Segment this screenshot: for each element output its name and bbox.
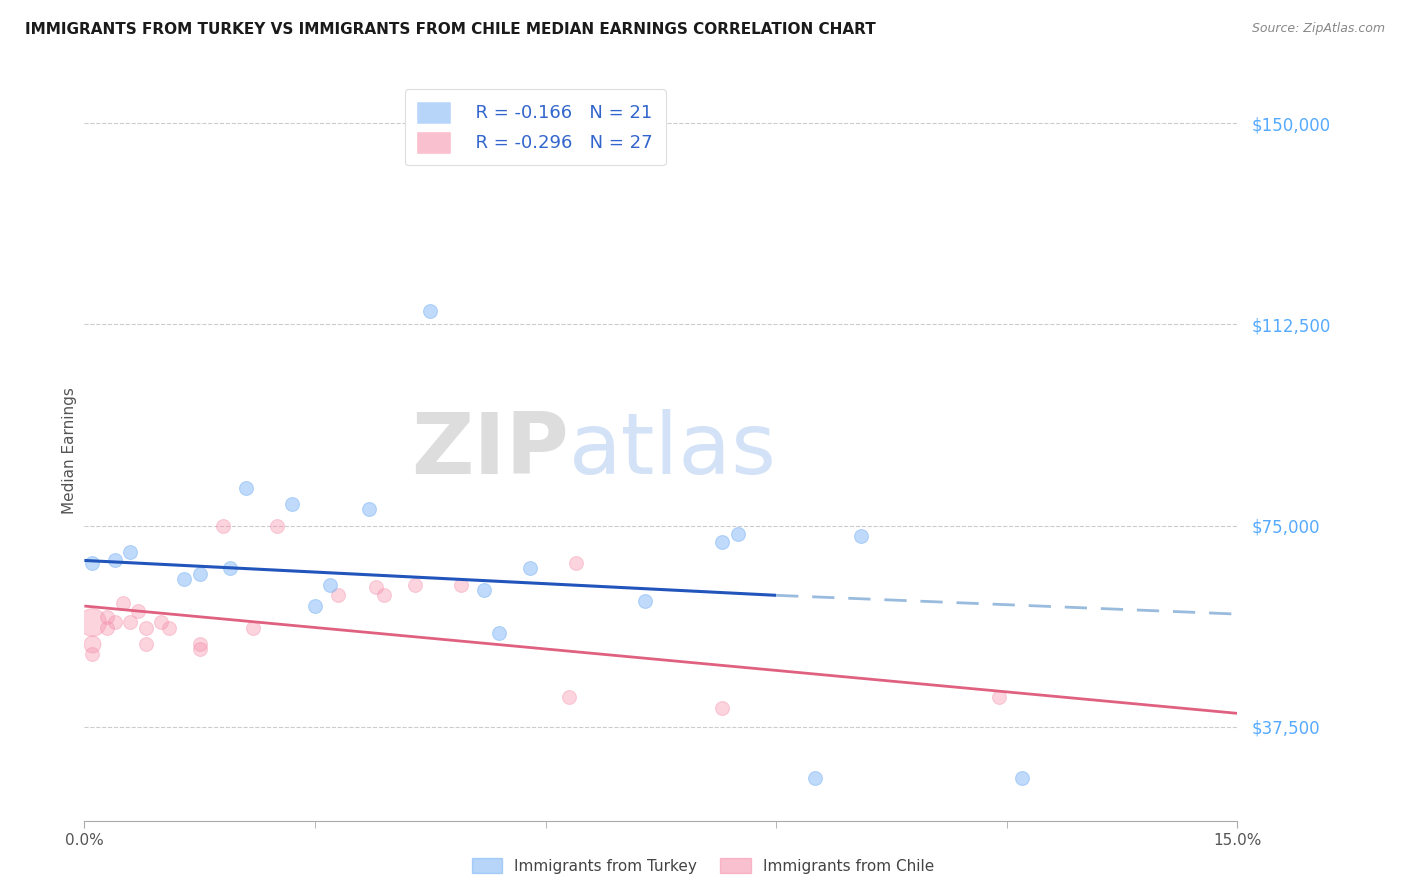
Text: atlas: atlas: [568, 409, 776, 492]
Point: [135, 620, 157, 634]
Point: [127, 604, 149, 618]
Point: [188, 642, 211, 657]
Point: [450, 577, 472, 591]
Point: [235, 481, 257, 495]
Point: [266, 518, 288, 533]
Point: [80, 637, 103, 651]
Point: [135, 637, 157, 651]
Point: [326, 588, 349, 602]
Point: [80, 648, 103, 662]
Point: [519, 561, 541, 575]
Point: [80, 556, 103, 570]
Text: ZIP: ZIP: [411, 409, 568, 492]
Point: [104, 615, 127, 629]
Point: [373, 588, 395, 602]
Point: [188, 637, 211, 651]
Point: [557, 690, 579, 705]
Point: [472, 582, 495, 597]
Point: [281, 497, 304, 511]
Point: [988, 690, 1011, 705]
Point: [173, 572, 195, 586]
Point: [727, 526, 749, 541]
Point: [157, 620, 180, 634]
Legend: Immigrants from Turkey, Immigrants from Chile: Immigrants from Turkey, Immigrants from …: [465, 852, 941, 880]
Point: [849, 529, 872, 543]
Point: [419, 304, 441, 318]
Legend:   R = -0.166   N = 21,   R = -0.296   N = 27: R = -0.166 N = 21, R = -0.296 N = 27: [405, 89, 665, 165]
Point: [120, 615, 142, 629]
Point: [488, 625, 510, 640]
Point: [111, 596, 134, 610]
Point: [711, 534, 734, 549]
Point: [404, 577, 426, 591]
Text: Source: ZipAtlas.com: Source: ZipAtlas.com: [1251, 22, 1385, 36]
Point: [96, 620, 118, 634]
Point: [120, 545, 142, 559]
Point: [319, 577, 342, 591]
Point: [304, 599, 326, 613]
Point: [96, 609, 118, 624]
Point: [80, 615, 103, 629]
Point: [366, 580, 388, 594]
Point: [803, 771, 825, 785]
Text: IMMIGRANTS FROM TURKEY VS IMMIGRANTS FROM CHILE MEDIAN EARNINGS CORRELATION CHAR: IMMIGRANTS FROM TURKEY VS IMMIGRANTS FRO…: [25, 22, 876, 37]
Point: [1011, 771, 1033, 785]
Point: [711, 701, 734, 715]
Point: [104, 553, 127, 567]
Point: [634, 593, 657, 607]
Point: [188, 566, 211, 581]
Point: [219, 561, 242, 575]
Point: [150, 615, 173, 629]
Point: [242, 620, 264, 634]
Point: [211, 518, 233, 533]
Point: [565, 556, 588, 570]
Y-axis label: Median Earnings: Median Earnings: [62, 387, 77, 514]
Point: [357, 502, 380, 516]
